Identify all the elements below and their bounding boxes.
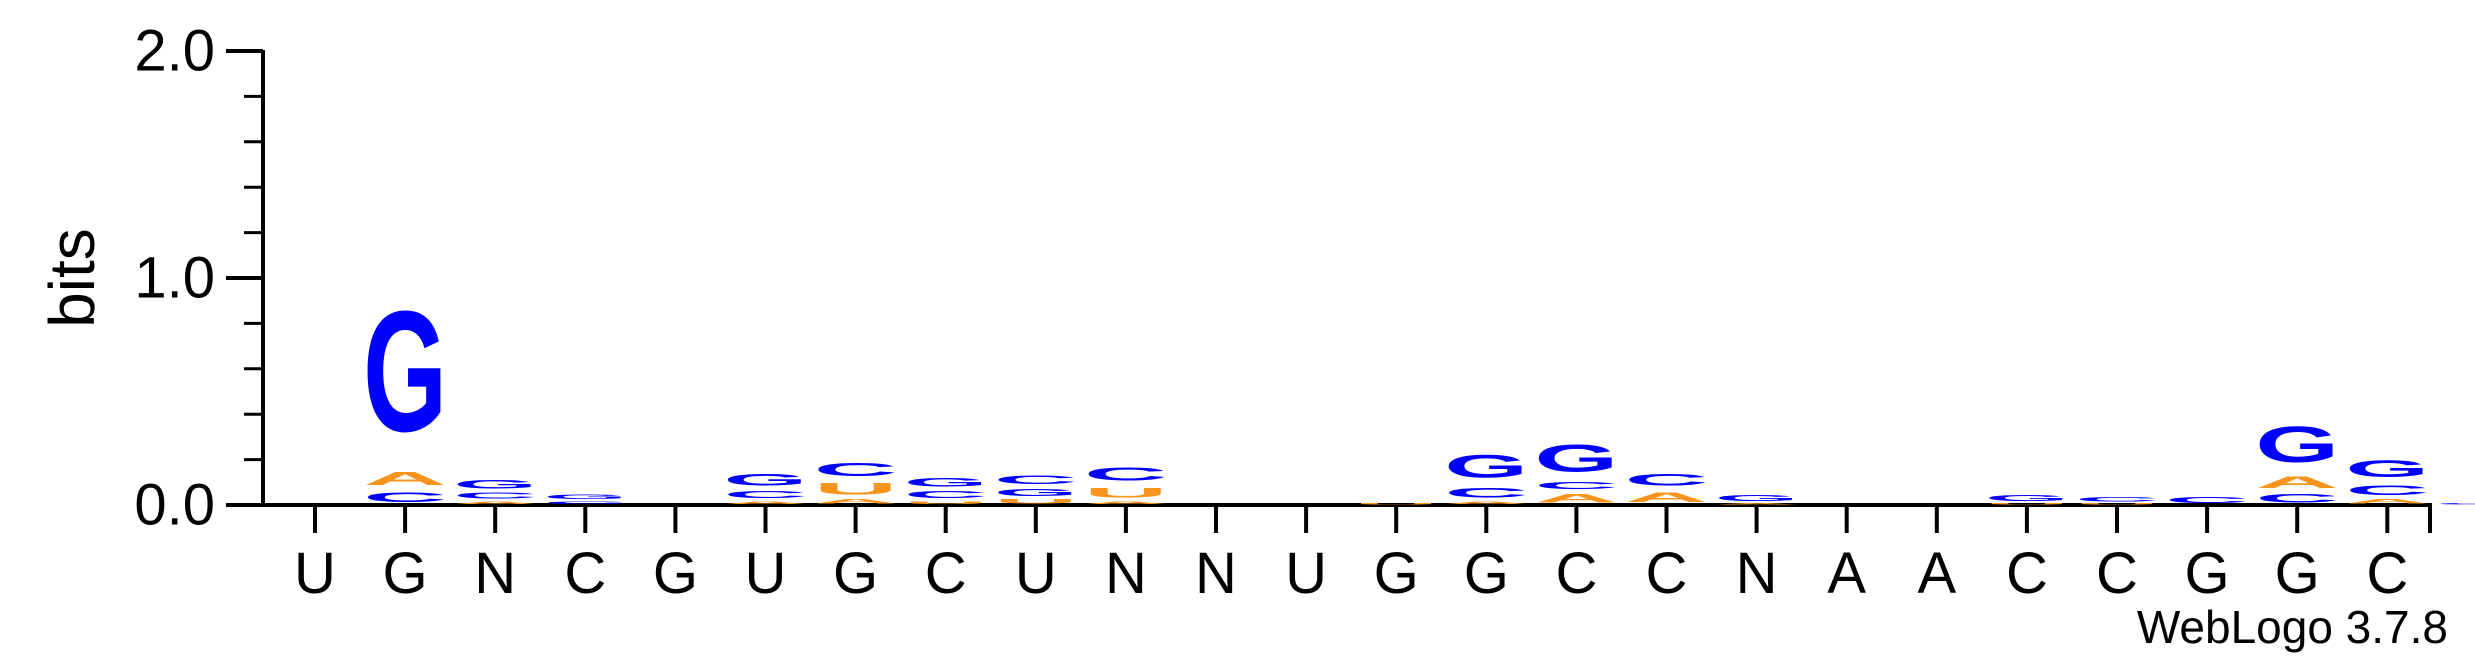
logo-letter-G: G: [1715, 494, 1799, 503]
logo-letter-U: U: [994, 498, 1078, 505]
y-minor-ticks: [244, 94, 263, 462]
weblogo-credit: WebLogo 3.7.8: [2137, 601, 2448, 653]
y-axis: 2.0 1.0 0.0 bits: [36, 19, 265, 538]
x-tick-label: N: [474, 541, 516, 606]
y-tick-label-top: 2.0: [134, 19, 215, 84]
logo-letter-G: G: [2255, 416, 2339, 472]
logo-letter-C: C: [2435, 503, 2475, 505]
logo-letter-C: C: [2255, 491, 2339, 505]
logo-letter-A: A: [2345, 498, 2429, 505]
x-tick-label: C: [564, 541, 606, 606]
logo-letter-C: C: [814, 460, 898, 480]
logo-letter-U: U: [814, 480, 898, 498]
logo-letter-G: G: [543, 494, 627, 501]
logo-letter-U: U: [1084, 484, 1168, 500]
x-tick-label: U: [1015, 541, 1057, 606]
x-tick-label: A: [1827, 541, 1866, 606]
logo-letter-U: U: [1354, 503, 1438, 505]
logo-letter-A: A: [1444, 501, 1528, 505]
logo-letter-G: G: [904, 476, 988, 490]
logo-letter-C: C: [994, 473, 1078, 487]
logo-letter-C: C: [2165, 496, 2249, 505]
x-tick-label: C: [2096, 541, 2138, 606]
logo-letter-G: G: [1534, 437, 1618, 480]
x-tick-label: G: [2275, 541, 2320, 606]
x-tick-label: G: [833, 541, 878, 606]
logo-letter-G: G: [1444, 448, 1528, 484]
logo-letter-C: C: [363, 489, 447, 505]
x-tick-label: G: [2185, 541, 2230, 606]
logo-letter-G: G: [363, 276, 447, 468]
logo-letter-G: G: [2345, 455, 2429, 482]
x-tick-label: C: [2006, 541, 2048, 606]
logo-letter-A: A: [724, 501, 808, 505]
x-tick-label: N: [1736, 541, 1778, 606]
x-tick-label: G: [653, 541, 698, 606]
x-tick-label: G: [1464, 541, 1509, 606]
logo-letter-C: C: [904, 489, 988, 500]
logo-letter-G: G: [994, 487, 1078, 498]
logo-letter-U: U: [904, 501, 988, 505]
x-tick-label: U: [1285, 541, 1327, 606]
logo-letter-C: C: [723, 489, 807, 500]
logo-letter-G: G: [724, 471, 808, 489]
x-tick-label: N: [1195, 541, 1237, 606]
logo-letter-G: G: [1985, 494, 2069, 503]
x-tick-label: C: [1555, 541, 1597, 606]
y-tick-label-bottom: 0.0: [134, 473, 215, 538]
logo-letter-A: A: [1715, 503, 1799, 505]
x-tick-label: C: [2366, 541, 2408, 606]
logo-letter-C: C: [1534, 480, 1618, 491]
logo-letter-C: C: [543, 501, 627, 505]
logo-letter-A: A: [1084, 501, 1168, 505]
logo-letter-C: C: [2345, 482, 2429, 498]
logo-letter-C: C: [2075, 496, 2159, 503]
logo-letter-C: C: [453, 491, 537, 500]
logo-letter-U: U: [2075, 503, 2159, 505]
x-tick-label: U: [294, 541, 336, 606]
y-axis-label: bits: [36, 228, 108, 328]
x-tick-label: G: [1374, 541, 1419, 606]
x-tick-label: C: [925, 541, 967, 606]
x-tick-label: G: [383, 541, 428, 606]
logo-letter-G: G: [453, 478, 537, 492]
logo-letter-C: C: [1625, 471, 1709, 489]
x-tick-label: C: [1646, 541, 1688, 606]
y-tick-label-middle: 1.0: [134, 246, 215, 311]
logo-letter-A: A: [363, 469, 447, 489]
logo-letter-A: A: [814, 498, 898, 505]
logo-letter-C: C: [1444, 484, 1528, 500]
logo-letter-A: A: [1534, 491, 1618, 505]
x-ticks: [313, 505, 2432, 533]
logo-letter-A: A: [2255, 473, 2339, 491]
logo-letter-U: U: [1985, 503, 2069, 505]
logo-letter-A: A: [1625, 489, 1709, 505]
logo-letter-A: A: [453, 501, 537, 505]
x-tick-label: A: [1917, 541, 1956, 606]
x-tick-label: U: [745, 541, 787, 606]
logo-letter-C: C: [1084, 464, 1168, 484]
x-tick-label: N: [1105, 541, 1147, 606]
